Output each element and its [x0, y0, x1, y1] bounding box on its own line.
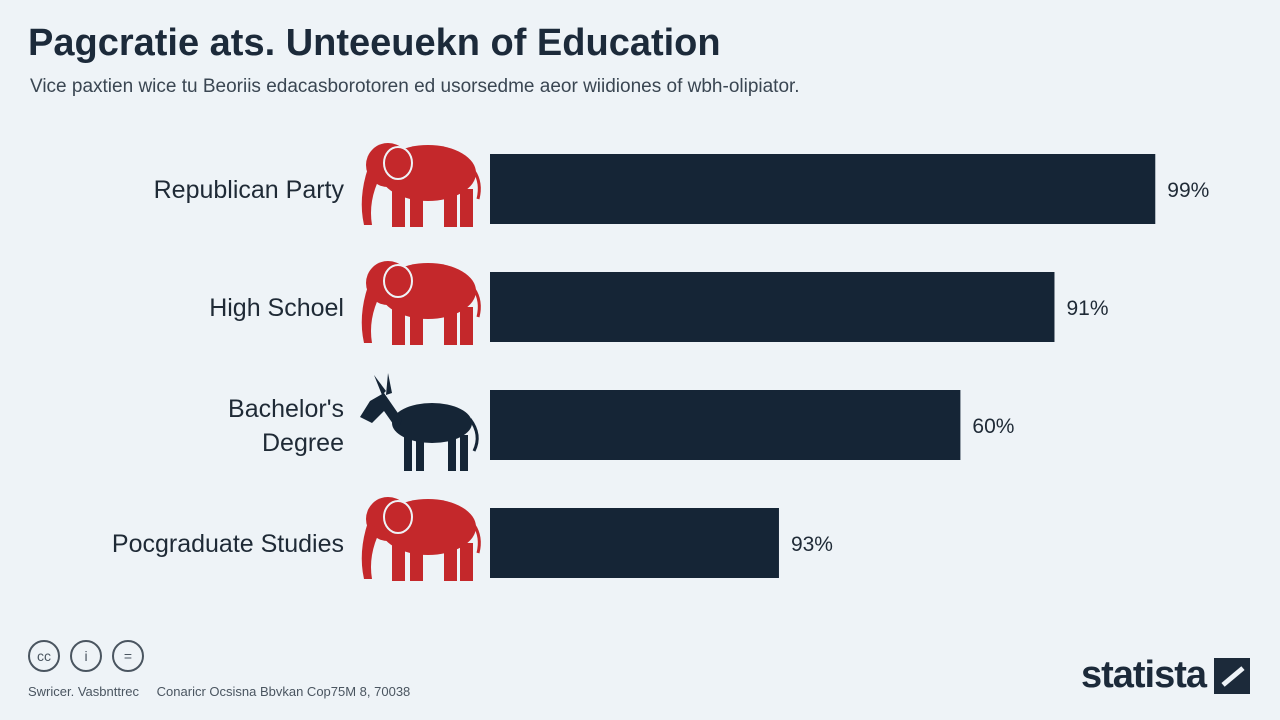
elephant-icon [361, 261, 481, 345]
category-label: Bachelor's [228, 395, 344, 423]
category-label: Pocgraduate Studies [112, 530, 344, 558]
bar [490, 508, 779, 578]
donkey-icon [360, 373, 479, 471]
value-label: 93% [791, 533, 833, 556]
elephant-icon [361, 497, 481, 581]
footer-icons: cc i = [28, 640, 144, 672]
category-label: Republican Party [154, 176, 345, 204]
statista-logo-icon [1214, 657, 1250, 694]
equals-icon[interactable]: = [112, 640, 144, 672]
category-label: Degree [262, 429, 344, 457]
chart-subtitle: Vice paxtien wice tu Beoriis edacasborot… [30, 76, 800, 97]
value-label: 91% [1066, 297, 1108, 320]
value-label: 99% [1167, 179, 1209, 202]
cc-icon[interactable]: cc [28, 640, 60, 672]
footer-source: Swricer. Vasbnttrec Conaricr Ocsisna Bbv… [28, 684, 424, 699]
chart-title: Pagcratie ats. Unteeuekn of Education [28, 22, 721, 64]
elephant-icon [361, 143, 481, 227]
source-note: Conaricr Ocsisna Bbvkan Cop75M 8, 70038 [156, 684, 411, 699]
brand-logo[interactable]: statista [1081, 654, 1250, 697]
source-label: Swricer. Vasbnttrec [28, 684, 140, 699]
bar-chart: Republican Party 99% High Schoel 91% Bachelo… [112, 143, 1209, 581]
bar [490, 272, 1055, 342]
bar [490, 390, 961, 460]
category-label: High Schoel [209, 294, 344, 322]
brand-name: statista [1080, 654, 1207, 696]
info-icon[interactable]: i [70, 640, 102, 672]
bar [490, 154, 1156, 224]
value-label: 60% [972, 415, 1014, 438]
